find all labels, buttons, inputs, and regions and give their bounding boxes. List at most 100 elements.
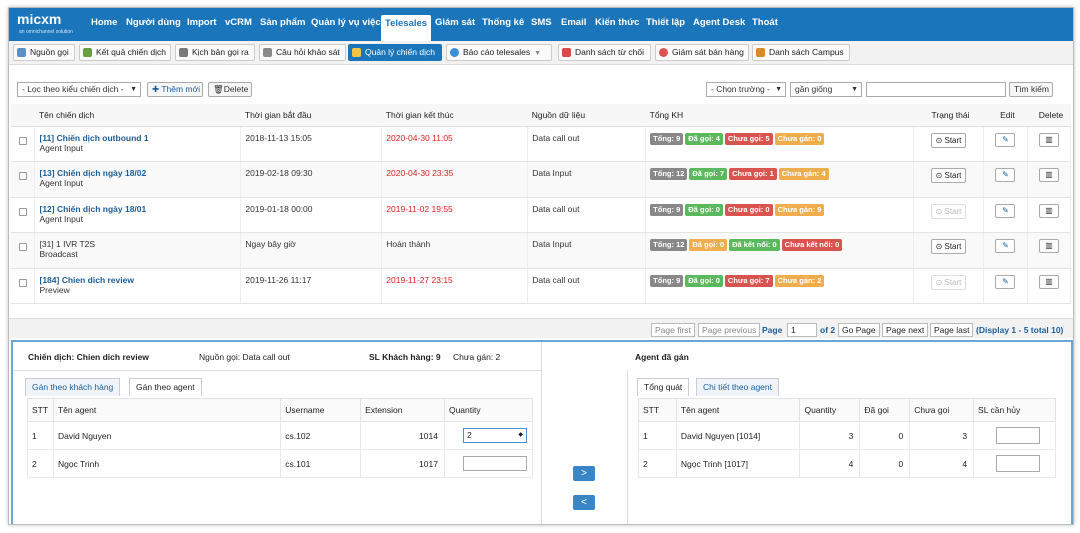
delete-row-button[interactable]: ▥ [1038,168,1059,182]
end-time: 2020-04-30 23:35 [381,161,529,198]
edit-button[interactable]: ✎ [995,239,1016,253]
edit-icon: ✎ [1002,205,1009,215]
play-circle-icon: ⊙ [935,277,945,287]
field-select[interactable]: - Chọn trường - ▼ [706,82,786,97]
assign-left-button[interactable]: < [573,495,595,510]
start-button[interactable]: ⊙ Start [930,132,967,148]
start-button[interactable]: ⊙ Start [930,274,967,290]
quantity-stepper[interactable]: 2 ◆ [462,428,527,443]
play-circle-icon: ⊙ [935,206,945,216]
nav-monitor[interactable]: Giám sát [435,17,476,28]
pie-chart-icon [450,48,459,57]
tab-agent-detail[interactable]: Chi tiết theo agent [696,378,779,396]
toolbar-sources-button[interactable]: Nguồn gọi [13,44,75,61]
go-page-button[interactable]: Go Page [838,323,880,337]
campaign-name-link[interactable]: [12] Chiến dịch ngày 18/01 [39,203,147,214]
cancel-quantity-input[interactable] [996,427,1041,444]
tab-overview[interactable]: Tổng quát [637,378,690,396]
page-label: Page [762,325,783,335]
divider [13,370,541,371]
toolbar-results-button[interactable]: Kết quả chiến dịch [79,44,171,61]
count-badge: Chưa gán: 0 [774,132,825,145]
campaign-name-link[interactable]: [184] Chien dich review [39,274,134,285]
logo: micxm an omnichannel solution [17,11,75,37]
nav-home[interactable]: Home [91,17,118,28]
edit-button[interactable]: ✎ [995,132,1016,147]
row-checkbox[interactable] [18,207,27,216]
edit-button[interactable]: ✎ [995,274,1016,289]
nav-settings[interactable]: Thiết lập [646,17,686,28]
chevron-left-icon: < [581,497,587,508]
toolbar-report-button[interactable]: Báo cáo telesales ▼ [446,44,552,61]
campaign-table: Tên chiến dịch Thời gian bắt đầu Thời gi… [11,104,1072,304]
delete-row-button[interactable]: ▥ [1038,132,1059,147]
search-button[interactable]: Tìm kiếm [1009,82,1053,97]
toolbar-survey-button[interactable]: Câu hỏi khảo sát [259,44,346,61]
table-row: 2 Ngọc Trinh cs.101 1017 [27,449,534,478]
end-time: 2019-11-02 19:55 [381,197,529,233]
col-cancel-quantity: SL cần hủy [973,398,1056,422]
search-input[interactable] [866,82,1006,97]
row-checkbox[interactable] [18,243,27,251]
tab-assign-by-agent[interactable]: Gán theo agent [129,378,202,396]
table-row: [11] Chiến dịch outbound 1 Agent Input 201… [11,126,1072,162]
data-source: Data call out [527,126,647,162]
nav-import[interactable]: Import [187,17,217,28]
tab-assign-by-customer[interactable]: Gán theo khách hàng [25,378,121,396]
page-previous-button[interactable]: Page previous [698,323,761,337]
row-checkbox[interactable] [18,172,27,180]
nav-agent-desk[interactable]: Agent Desk [693,17,746,28]
nav-stats[interactable]: Thống kê [482,17,525,28]
start-button[interactable]: ⊙ Start [930,239,967,254]
page-next-button[interactable]: Page next [882,323,929,337]
edit-button[interactable]: ✎ [995,203,1016,218]
page-number-input[interactable]: 1 [787,323,817,337]
nav-vcrm[interactable]: vCRM [225,17,252,28]
count-badge: Tổng: 12 [650,168,688,180]
cancel-quantity-input[interactable] [996,455,1041,472]
table-row: 1 David Nguyen cs.102 1014 2 ◆ [27,421,534,450]
toolbar-denylist-button[interactable]: Danh sách từ chối [558,44,651,61]
start-button[interactable]: ⊙ Start [930,203,967,219]
edit-button[interactable]: ✎ [995,168,1016,182]
add-new-button[interactable]: ✚ Thêm mới [147,82,203,97]
top-navigation: micxm an omnichannel solution Home Người… [9,8,1073,41]
nav-products[interactable]: Sản phẩm [260,17,306,28]
row-checkbox[interactable] [18,136,27,145]
monitor-icon [659,48,668,57]
campaign-type-select[interactable]: - Lọc theo kiểu chiến dịch - ▼ [17,82,141,97]
toolbar-scripts-button[interactable]: Kịch bản gọi ra [175,44,255,61]
nav-email[interactable]: Email [561,17,587,28]
nav-users[interactable]: Người dùng [126,17,181,28]
toolbar-campus-button[interactable]: Danh sách Campus [752,44,850,61]
nav-cases[interactable]: Quản lý vụ việc [311,17,381,28]
campaign-name-link[interactable]: [13] Chiến dịch ngày 18/02 [39,168,147,178]
play-circle-icon: ⊙ [935,135,945,145]
count-badge: Tổng: 9 [650,203,684,216]
delete-button[interactable]: 🗑Delete [208,82,252,97]
delete-row-button[interactable]: ▥ [1038,274,1059,289]
assign-right-button[interactable]: > [573,466,595,481]
operator-select[interactable]: gần giống ▼ [790,82,862,97]
row-checkbox[interactable] [18,278,27,287]
end-time: Hoàn thành [381,232,529,269]
count-badge: Tổng: 9 [650,274,684,287]
page-first-button[interactable]: Page first [651,323,695,337]
trash-icon: 🗑 [213,84,224,94]
start-button[interactable]: ⊙ Start [930,168,967,183]
toolbar-salesmon-button[interactable]: Giám sát bán hàng [655,44,749,61]
nav-knowledge[interactable]: Kiến thức [595,17,640,28]
nav-sms[interactable]: SMS [531,17,552,28]
toolbar-manage-button[interactable]: Quản lý chiến dịch [348,44,442,61]
delete-row-button[interactable]: ▥ [1038,239,1059,253]
page-last-button[interactable]: Page last [930,323,974,337]
plus-icon: ✚ [152,84,162,94]
nav-exit[interactable]: Thoát [752,17,778,28]
quantity-input[interactable] [462,456,527,471]
nav-telesales[interactable]: Telesales [381,15,432,41]
col-stt: STT [638,398,677,422]
campaign-name-link[interactable]: [11] Chiến dịch outbound 1 [39,132,149,143]
delete-row-button[interactable]: ▥ [1038,203,1059,218]
sub-toolbar: Nguồn gọi Kết quả chiến dịch Kịch bản gọ… [9,41,1073,65]
detail-campaign-name: Chiến dịch: Chien dich review [28,352,149,362]
